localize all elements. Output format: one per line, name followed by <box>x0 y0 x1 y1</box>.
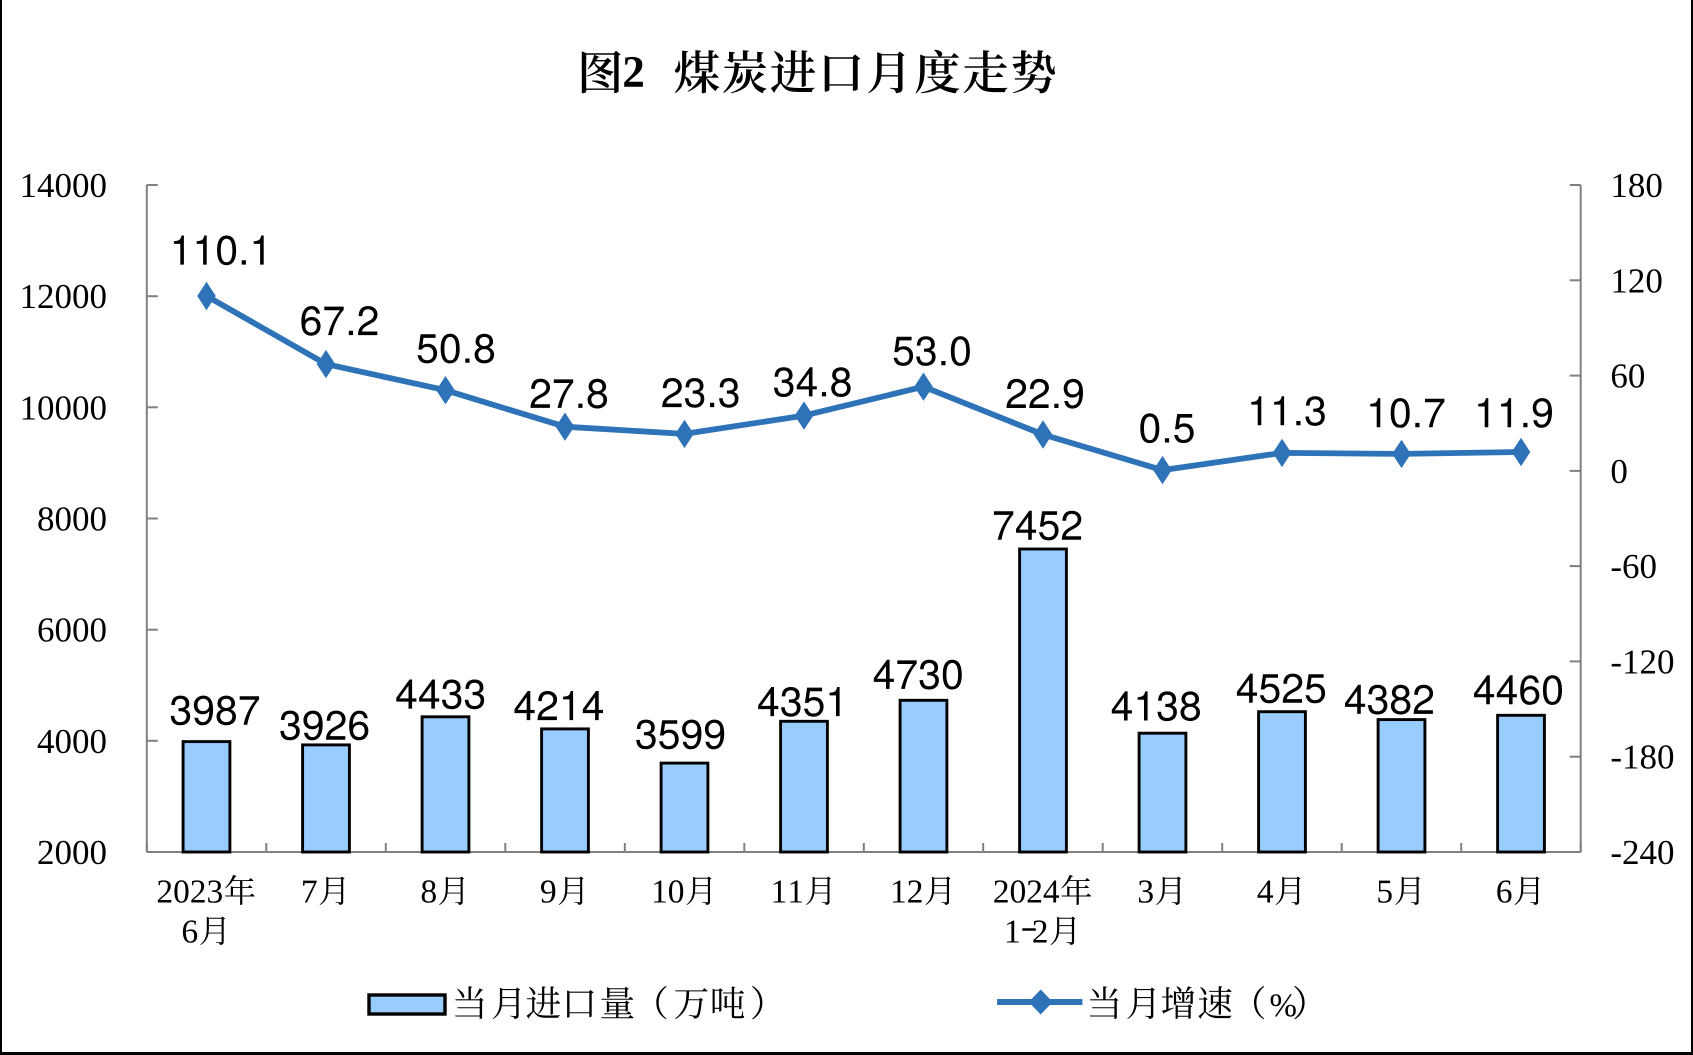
svg-text:14000: 14000 <box>20 166 108 205</box>
svg-text:4000: 4000 <box>37 722 107 761</box>
svg-text:-120: -120 <box>1610 642 1674 681</box>
svg-text:-60: -60 <box>1610 547 1657 586</box>
svg-text:10000: 10000 <box>20 388 108 427</box>
svg-text:12000: 12000 <box>20 277 108 316</box>
svg-text:60: 60 <box>1610 357 1645 396</box>
svg-text:-180: -180 <box>1610 738 1674 777</box>
svg-text:180: 180 <box>1610 166 1663 205</box>
svg-text:-240: -240 <box>1610 833 1674 872</box>
svg-text:2000: 2000 <box>37 833 107 872</box>
svg-text:8000: 8000 <box>37 500 107 539</box>
svg-text:120: 120 <box>1610 261 1663 300</box>
svg-text:6000: 6000 <box>37 611 107 650</box>
svg-text:0: 0 <box>1610 452 1628 491</box>
